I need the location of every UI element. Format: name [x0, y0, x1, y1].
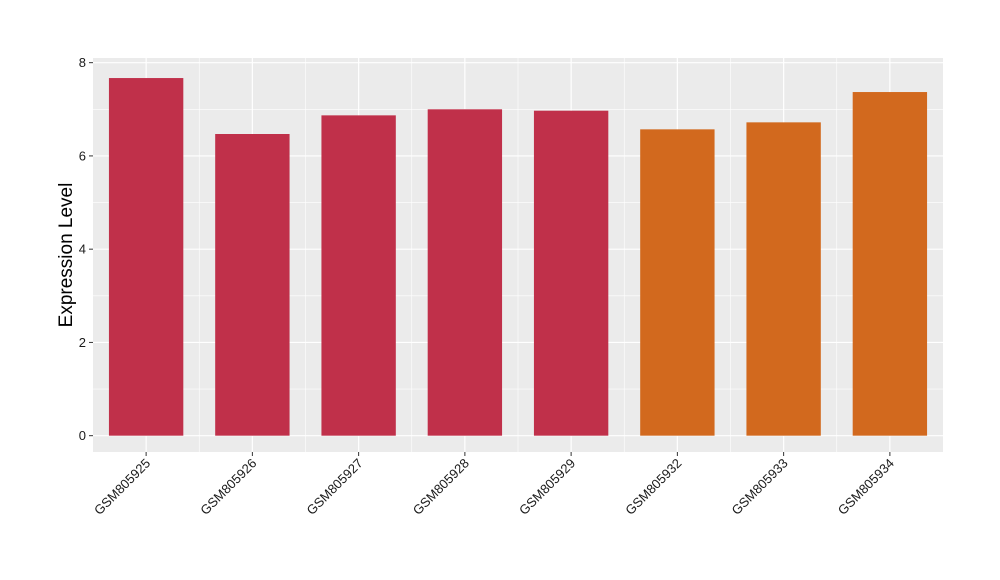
y-tick-label: 8: [79, 55, 86, 70]
bar-gsm805934: [852, 92, 928, 436]
bar-gsm805932: [640, 129, 715, 436]
bar-gsm805933: [746, 122, 821, 436]
x-tick-label: GSM805932: [622, 456, 684, 518]
y-tick-label: 0: [79, 428, 86, 443]
bars: [108, 78, 928, 436]
x-tick-label: GSM805928: [410, 456, 472, 518]
y-tick-label: 2: [79, 335, 86, 350]
bar-gsm805928: [427, 109, 503, 436]
x-tick-label: GSM805929: [516, 456, 578, 518]
x-tick-label: GSM805934: [835, 456, 897, 518]
bar-gsm805925: [108, 78, 184, 436]
bar-gsm805927: [321, 115, 396, 436]
x-tick-label: GSM805926: [197, 456, 259, 518]
x-axis: GSM805925 GSM805926 GSM805927 GSM805928 GSM8…: [91, 452, 897, 518]
x-tick-label: GSM805927: [304, 456, 366, 518]
y-axis-title: Expression Level: [56, 183, 77, 328]
bar-gsm805929: [533, 110, 609, 436]
bar-gsm805926: [215, 134, 290, 436]
y-tick-label: 4: [79, 242, 86, 257]
y-tick-label: 6: [79, 148, 86, 163]
x-tick-label: GSM805925: [91, 456, 153, 518]
x-tick-label: GSM805933: [729, 456, 791, 518]
y-axis: 0 2 4 6 8: [79, 55, 93, 443]
